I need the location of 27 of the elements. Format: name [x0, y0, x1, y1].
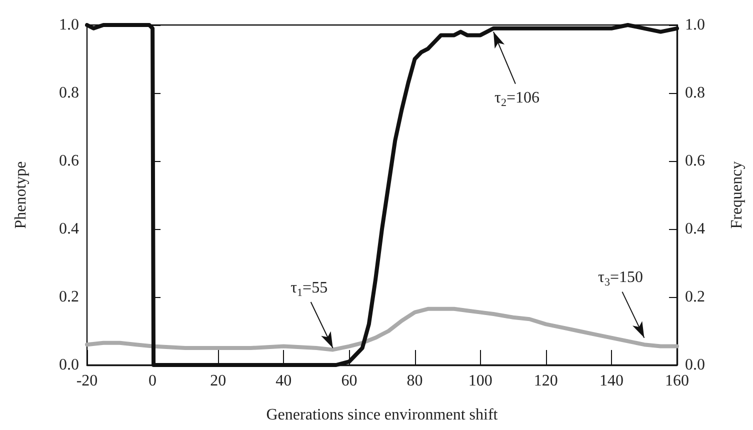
y-tick-label: 0.2	[59, 288, 79, 306]
x-tick-label: 80	[406, 372, 423, 390]
x-tick-label: -20	[76, 372, 98, 390]
y-axis-title: Phenotype	[12, 161, 30, 229]
y2-tick-label: 0.0	[685, 356, 705, 374]
y-tick-label: 0.8	[59, 84, 79, 102]
line-series	[85, 306, 679, 352]
y2-axis-title: Frequency	[728, 161, 746, 229]
y-tick-label: 0.0	[59, 356, 79, 374]
y-tick-label: 1.0	[59, 16, 79, 34]
y2-tick-label: 0.4	[685, 220, 705, 238]
x-tick-label: 40	[276, 372, 292, 390]
y-tick-label: 0.4	[59, 220, 79, 238]
y2-tick-label: 0.6	[685, 152, 705, 170]
x-tick-label: 60	[341, 372, 358, 390]
x-tick-label: 120	[534, 372, 558, 390]
y2-tick-label: 1.0	[685, 16, 705, 34]
x-tick-label: 140	[599, 372, 624, 390]
x-axis-title: Generations since environment shift	[266, 406, 498, 424]
x-tick-label: 100	[468, 372, 492, 390]
line-series	[85, 23, 679, 367]
y2-tick-label: 0.8	[685, 84, 705, 102]
x-tick-label: 20	[210, 372, 226, 390]
x-tick-label: 160	[665, 372, 689, 390]
x-tick-label: 0	[148, 372, 157, 390]
y-tick-label: 0.6	[59, 152, 79, 170]
y2-tick-label: 0.2	[685, 288, 705, 306]
